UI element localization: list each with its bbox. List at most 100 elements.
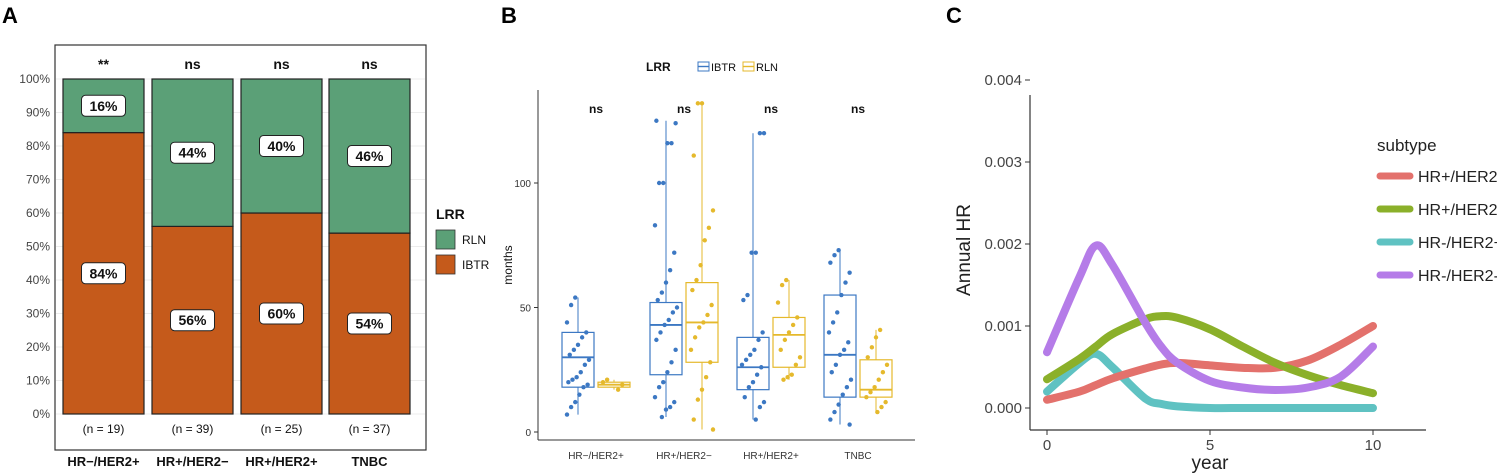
panel-b-legend: LRR IBTR RLN — [646, 60, 778, 74]
legend-a-rln-swatch — [435, 229, 456, 250]
point-hr-her2-ibtr-0 — [564, 412, 570, 417]
point-hr-her2-rln-18 — [691, 153, 696, 158]
point-hr-her2-ibtr-2 — [667, 404, 673, 410]
n-label-hr-her2: (n = 19) — [83, 422, 125, 436]
line-hr-her2 — [1043, 349, 1377, 413]
point-tnbc-rln-1 — [879, 404, 884, 410]
panel-b-box-plot: months 0 50 100 HR−/HER2+ HR+/HER2− HR+/HER2… — [501, 60, 915, 462]
point-hr-her2-ibtr-1 — [663, 407, 669, 412]
point-hr-her2-rln-17 — [710, 208, 716, 213]
box-hr-her2-ibtr — [649, 301, 683, 376]
y-tick-c-1: 0.001 — [984, 318, 1022, 335]
point-tnbc-ibtr-17 — [847, 270, 852, 275]
point-hr-her2-ibtr-9 — [673, 347, 678, 353]
point-hr-her2-ibtr-11 — [658, 330, 663, 335]
point-tnbc-ibtr-8 — [833, 362, 839, 367]
point-hr-her2-ibtr-17 — [753, 250, 758, 255]
y-tick-c-2: 0.002 — [984, 236, 1022, 253]
point-hr-her2-rln-10 — [775, 300, 781, 305]
point-hr-her2-rln-16 — [706, 225, 712, 231]
significance-a-tnbc: ns — [361, 56, 378, 72]
y-tick-a-0: 0% — [33, 407, 51, 421]
point-tnbc-ibtr-13 — [830, 320, 836, 325]
x-label-b-hr-her2: HR+/HER2+ — [743, 451, 799, 462]
point-tnbc-ibtr-20 — [836, 248, 841, 253]
x-label-b-hr-her2: HR−/HER2+ — [568, 451, 624, 462]
y-tick-a-20: 20% — [26, 340, 50, 354]
point-hr-her2-ibtr-5 — [656, 384, 662, 390]
point-tnbc-ibtr-15 — [839, 292, 844, 298]
y-tick-a-60: 60% — [26, 206, 50, 220]
point-hr-her2-ibtr-18 — [663, 280, 669, 285]
box-hr-her2-ibtr — [561, 331, 595, 388]
point-hr-her2-ibtr-3 — [672, 399, 677, 405]
point-hr-her2-rln-1 — [785, 375, 790, 380]
x-tick-c-5: 5 — [1206, 437, 1214, 454]
y-tick-c-0: 0.000 — [984, 400, 1022, 417]
point-tnbc-rln-2 — [883, 399, 888, 405]
point-hr-her2-ibtr-17 — [564, 320, 570, 325]
point-hr-her2-ibtr-9 — [578, 370, 583, 375]
point-tnbc-ibtr-18 — [828, 260, 833, 265]
y-tick-b-50: 50 — [520, 304, 532, 315]
legend-a-rln-label: RLN — [462, 233, 486, 247]
point-hr-her2-rln-9 — [701, 320, 706, 325]
point-hr-her2-ibtr-6 — [566, 380, 571, 385]
x-label-a-hr-her2: HR+/HER2− — [156, 454, 229, 469]
point-hr-her2-rln-11 — [779, 282, 785, 288]
point-hr-her2-ibtr-22 — [656, 180, 662, 186]
point-hr-her2-rln-12 — [784, 277, 789, 283]
point-hr-her2-ibtr-10 — [748, 352, 753, 358]
box-hr-her2-ibtr — [736, 336, 770, 391]
legend-b-rln-key — [742, 61, 755, 72]
point-hr-her2-ibtr-12 — [662, 322, 667, 328]
n-label-tnbc: (n = 37) — [349, 422, 391, 436]
point-hr-her2-ibtr-1 — [568, 404, 574, 410]
x-tick-c-0: 0 — [1043, 437, 1051, 454]
point-hr-her2-ibtr-2 — [573, 399, 578, 405]
point-hr-her2-ibtr-14 — [670, 310, 676, 315]
significance-b-tnbc: ns — [851, 102, 865, 116]
significance-b-hr-her2: ns — [764, 102, 778, 116]
box-tnbc-rln — [859, 359, 893, 398]
point-hr-her2-ibtr-23 — [661, 180, 666, 186]
label-box-ibtr-hr-her2 — [81, 262, 126, 285]
point-hr-her2-rln-3 — [699, 387, 705, 392]
point-tnbc-ibtr-19 — [832, 253, 837, 258]
point-hr-her2-ibtr-7 — [570, 377, 575, 382]
point-hr-her2-ibtr-8 — [574, 375, 579, 380]
label-box-rln-hr-her2 — [170, 141, 215, 164]
point-hr-her2-ibtr-6 — [661, 380, 666, 385]
point-tnbc-ibtr-3 — [836, 402, 841, 407]
point-hr-her2-ibtr-8 — [739, 362, 745, 367]
panel-a-legend: LRR RLN IBTR — [435, 206, 490, 275]
point-tnbc-ibtr-5 — [844, 384, 850, 390]
point-hr-her2-rln-3 — [604, 377, 610, 382]
panel-a-stacked-bar-chart: 0% 10% 20% 30% 40% 50% 60% 70% 80% 90% 100% 84% 16%… — [19, 44, 490, 469]
point-hr-her2-ibtr-4 — [581, 384, 586, 390]
point-hr-her2-ibtr-7 — [665, 370, 670, 375]
n-label-hr-her2: (n = 39) — [172, 422, 214, 436]
legend-a-ibtr-label: IBTR — [462, 258, 490, 272]
x-label-a-tnbc: TNBC — [351, 454, 388, 469]
box-hr-her2-rln — [772, 316, 806, 368]
point-hr-her2-rln-15 — [702, 238, 707, 243]
point-hr-her2-rln-5 — [708, 360, 713, 365]
point-tnbc-ibtr-0 — [847, 422, 852, 427]
legend-b-rln-label: RLN — [756, 62, 778, 74]
point-hr-her2-rln-8 — [790, 322, 796, 328]
point-hr-her2-ibtr-12 — [756, 337, 761, 343]
point-hr-her2-ibtr-26 — [673, 121, 678, 126]
panel-b-y-title: months — [501, 245, 515, 284]
point-hr-her2-ibtr-1 — [757, 404, 763, 410]
legend-b-ibtr-key — [697, 61, 710, 72]
point-hr-her2-ibtr-19 — [667, 267, 673, 273]
significance-b-hr-her2: ns — [677, 102, 691, 116]
point-tnbc-rln-10 — [869, 345, 875, 350]
point-tnbc-ibtr-11 — [846, 340, 851, 345]
point-hr-her2-rln-4 — [703, 375, 709, 380]
label-box-ibtr-hr-her2 — [170, 309, 215, 332]
point-hr-her2-rln-6 — [688, 347, 694, 353]
point-hr-her2-ibtr-18 — [568, 302, 574, 308]
x-label-a-hr-her2: HR+/HER2+ — [245, 454, 318, 469]
